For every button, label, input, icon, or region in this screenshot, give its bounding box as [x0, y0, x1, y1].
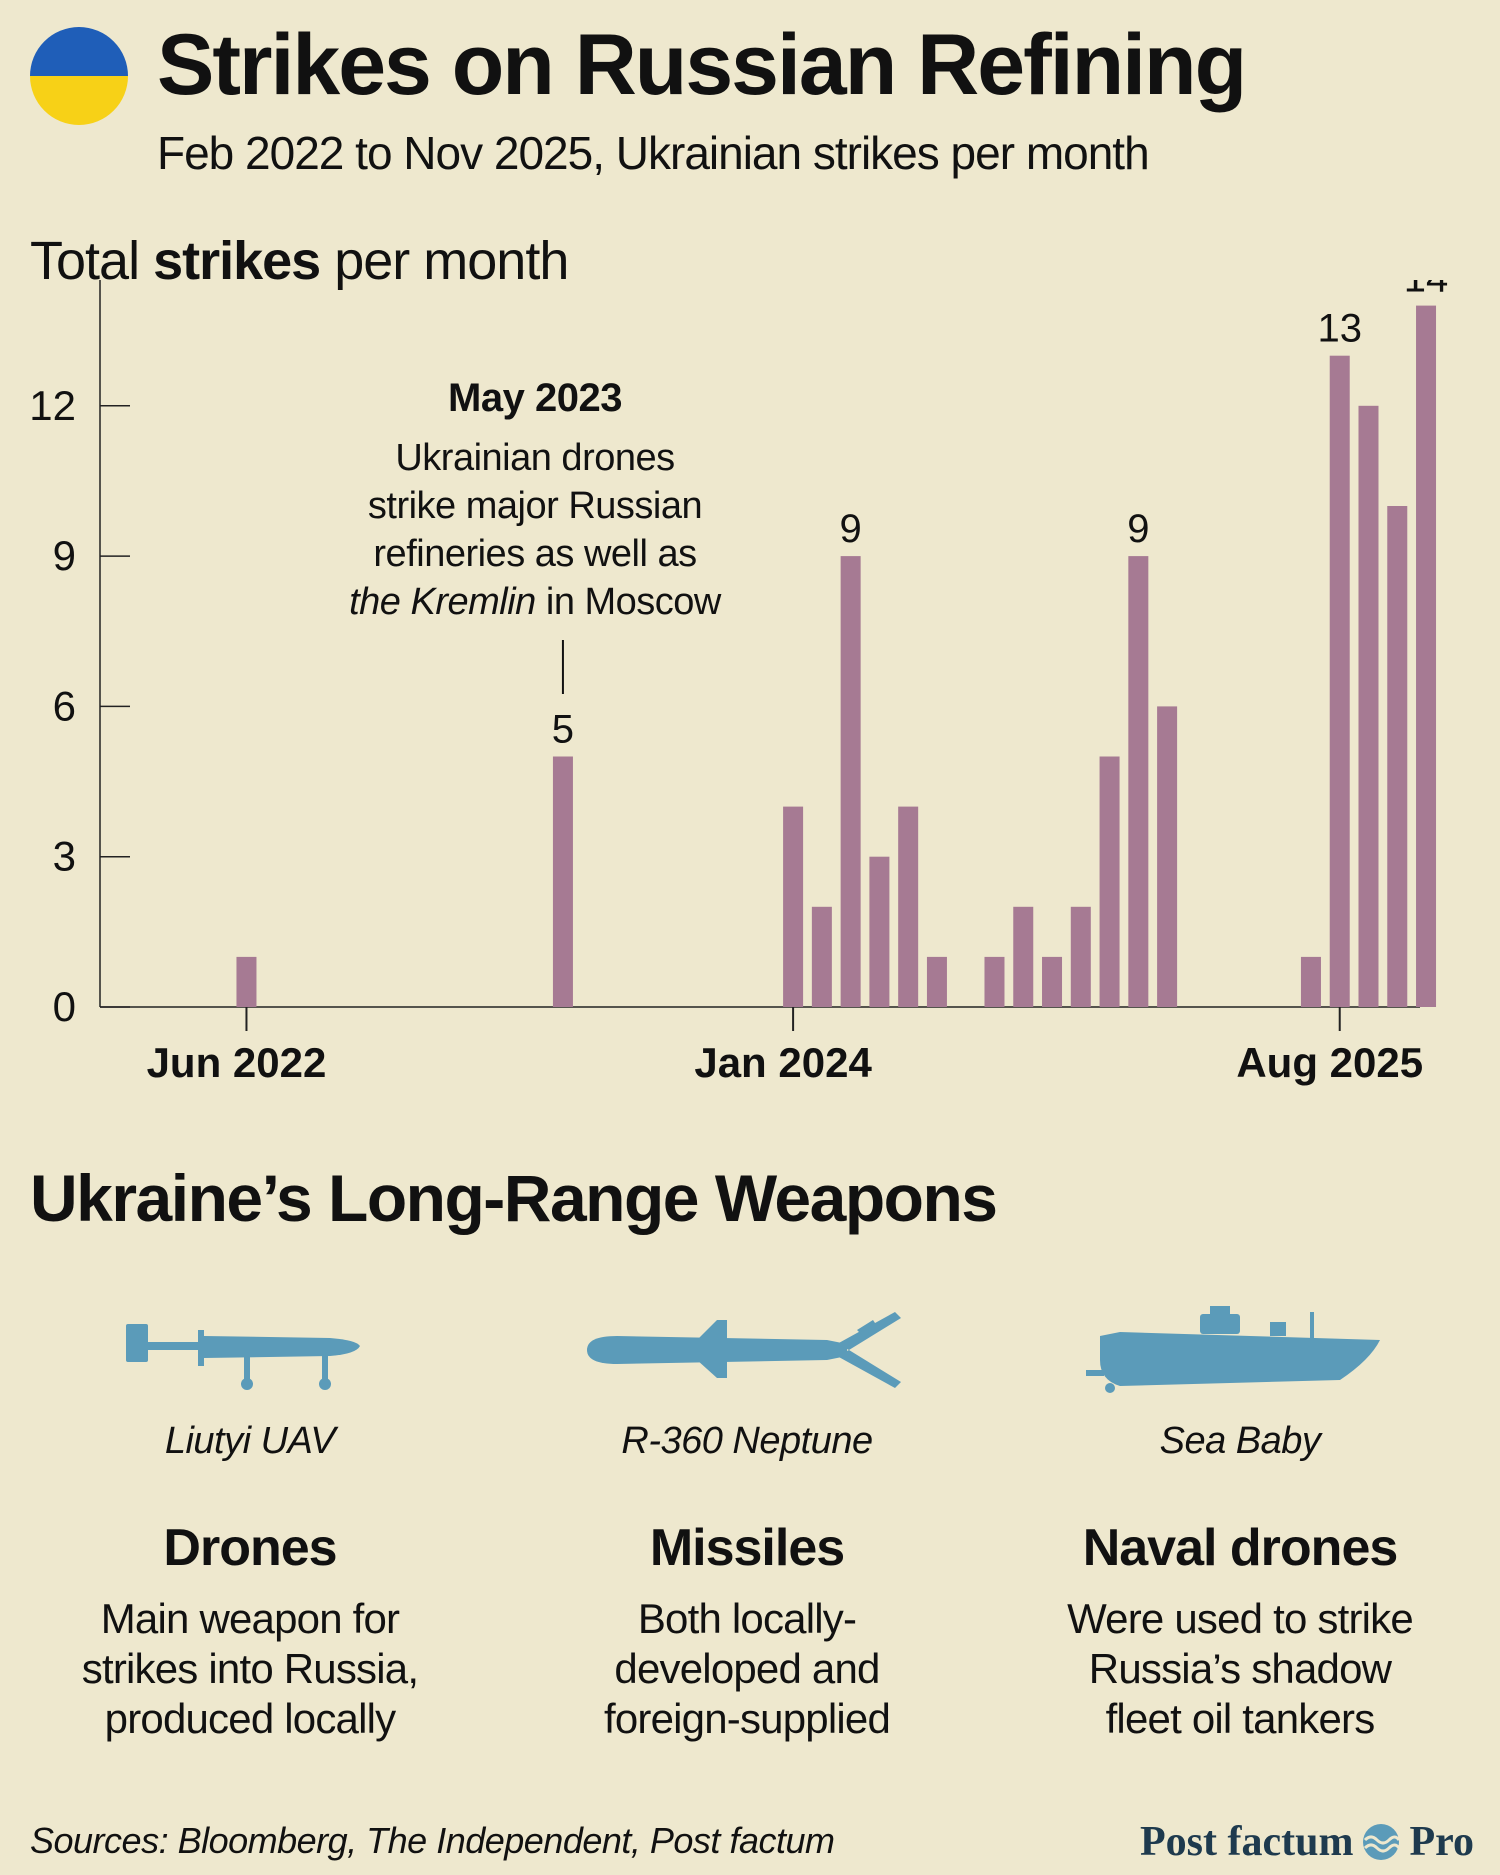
y-tick-label: 9: [53, 532, 76, 579]
post-factum-logo: Post factum Pro: [1140, 1819, 1474, 1865]
bar-jul-2025: [1300, 956, 1321, 1007]
x-tick-label: Jan 2024: [694, 1039, 872, 1086]
data-label: 5: [552, 708, 574, 752]
bar-aug-2025: [1329, 355, 1350, 1007]
weapon-name: Sea Baby: [1159, 1420, 1321, 1462]
data-label: 14: [1404, 280, 1449, 301]
bar-nov-2025: [1416, 305, 1437, 1008]
data-label: 9: [840, 507, 862, 551]
data-label: 9: [1127, 507, 1149, 551]
data-label: 13: [1317, 307, 1362, 351]
weapon-description: Both locally- developed and foreign-supp…: [603, 1595, 891, 1742]
bar-dec-2024: [1099, 756, 1120, 1007]
bar-jun-2022: [236, 956, 257, 1007]
wave-logo-icon: [1363, 1824, 1401, 1860]
uav-drone-icon: [126, 1324, 360, 1390]
bar-oct-2024: [1042, 956, 1063, 1007]
ukraine-flag-icon: [30, 27, 128, 125]
bar-feb-2024: [811, 906, 832, 1007]
sources-note: Sources: Bloomberg, The Independent, Pos…: [30, 1820, 835, 1861]
bar-may-2023: [552, 756, 573, 1007]
y-tick-label: 12: [29, 382, 76, 429]
bar-jan-2025: [1128, 556, 1149, 1007]
bar-feb-2025: [1157, 706, 1178, 1007]
y-tick-label: 3: [53, 833, 76, 880]
weapon-card-drones: Liutyi UAV Drones Main weapon for strike…: [0, 1300, 500, 1744]
weapon-heading: Missiles: [649, 1519, 845, 1577]
bar-sep-2024: [1013, 906, 1034, 1007]
weapon-description: Were used to strike Russia’s shadow flee…: [1067, 1595, 1414, 1742]
cruise-missile-icon: [587, 1312, 901, 1388]
weapons-section-title: Ukraine’s Long-Range Weapons: [30, 1161, 998, 1235]
weapon-card-naval-drones: Sea Baby Naval drones Were used to strik…: [990, 1300, 1490, 1744]
weapon-name: Liutyi UAV: [164, 1420, 336, 1462]
bar-jan-2024: [783, 806, 804, 1007]
page-subtitle: Feb 2022 to Nov 2025, Ukrainian strikes …: [157, 127, 1150, 179]
chart-heading: Total strikes per month: [30, 231, 569, 291]
annotation-text: Ukrainian drones strike major Russian re…: [349, 437, 721, 623]
page-title: Strikes on Russian Refining: [157, 17, 1247, 113]
weapon-heading: Naval drones: [1082, 1519, 1399, 1577]
bar-nov-2024: [1070, 906, 1091, 1007]
bar-sep-2025: [1358, 405, 1379, 1007]
bar-apr-2024: [869, 856, 890, 1007]
x-tick-label: Jun 2022: [147, 1039, 327, 1086]
weapon-heading: Drones: [163, 1519, 337, 1577]
bar-mar-2024: [840, 556, 861, 1007]
naval-drone-boat-icon: [1086, 1306, 1380, 1393]
bar-may-2024: [898, 806, 919, 1007]
bar-oct-2025: [1387, 506, 1408, 1007]
bar-aug-2024: [984, 956, 1005, 1007]
y-tick-label: 6: [53, 682, 76, 729]
weapon-description: Main weapon for strikes into Russia, pro…: [81, 1595, 419, 1742]
weapon-name: R-360 Neptune: [621, 1420, 873, 1462]
bar-chart: 0 3 6 9 12 Jun 2022 Jan 2024 Aug 2025 5 9 9 13 14: [29, 280, 1449, 1086]
annotation-title: May 2023: [448, 376, 622, 420]
bar-jun-2024: [926, 956, 947, 1007]
x-tick-label: Aug 2025: [1236, 1039, 1423, 1086]
y-tick-label: 0: [53, 983, 76, 1030]
weapon-card-missiles: R-360 Neptune Missiles Both locally- dev…: [497, 1300, 997, 1744]
